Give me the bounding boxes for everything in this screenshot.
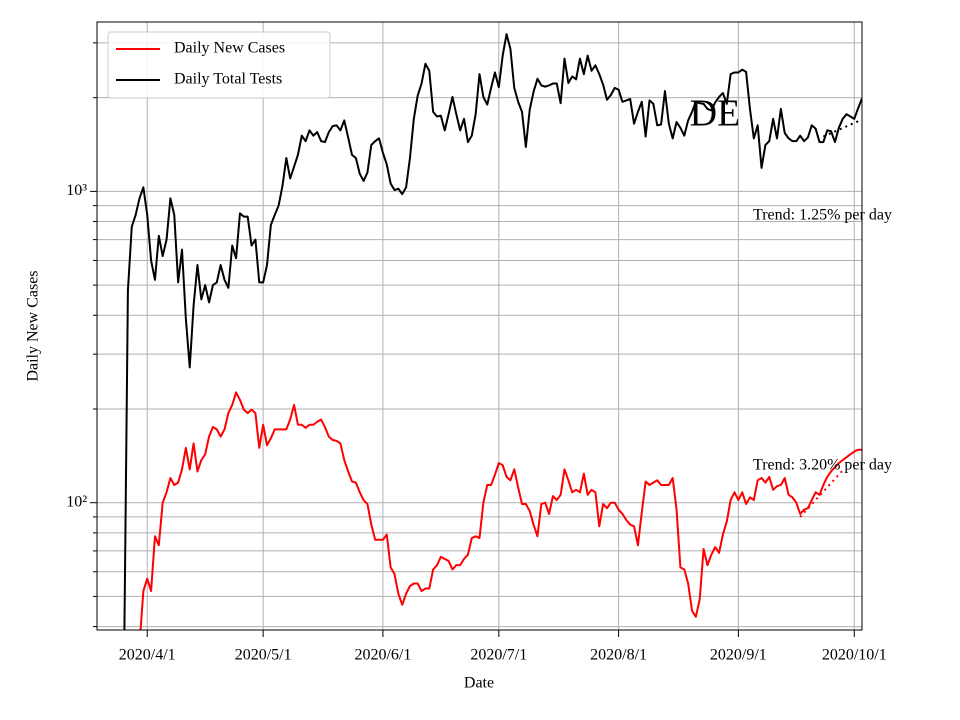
plot-area bbox=[123, 33, 862, 630]
x-tick-label: 2020/5/1 bbox=[235, 647, 292, 664]
trend-label: Trend: 3.20% per day bbox=[753, 457, 892, 474]
x-tick-label: 2020/4/1 bbox=[119, 647, 176, 664]
line-series bbox=[139, 391, 862, 630]
plot-frame bbox=[96, 21, 863, 631]
x-tick-label: 2020/8/1 bbox=[590, 647, 647, 664]
y-tick-label: 10² bbox=[66, 493, 87, 510]
x-tick-label: 2020/10/1 bbox=[822, 647, 887, 664]
legend: Daily New Cases Daily Total Tests bbox=[107, 31, 331, 99]
trend-line bbox=[822, 120, 859, 138]
x-tick-label: 2020/7/1 bbox=[470, 647, 527, 664]
x-axis-label: Date bbox=[464, 675, 494, 692]
legend-label: Daily New Cases bbox=[174, 40, 285, 57]
legend-box bbox=[107, 31, 331, 99]
line-series bbox=[123, 33, 862, 630]
chart-title: DE bbox=[690, 93, 741, 135]
x-tick-label: 2020/6/1 bbox=[354, 647, 411, 664]
y-tick-label: 10³ bbox=[66, 182, 87, 199]
legend-label: Daily Total Tests bbox=[174, 71, 282, 88]
y-axis-label: Daily New Cases bbox=[25, 270, 42, 381]
trend-line bbox=[799, 469, 844, 518]
trend-label: Trend: 1.25% per day bbox=[753, 207, 892, 224]
x-tick-label: 2020/9/1 bbox=[710, 647, 767, 664]
